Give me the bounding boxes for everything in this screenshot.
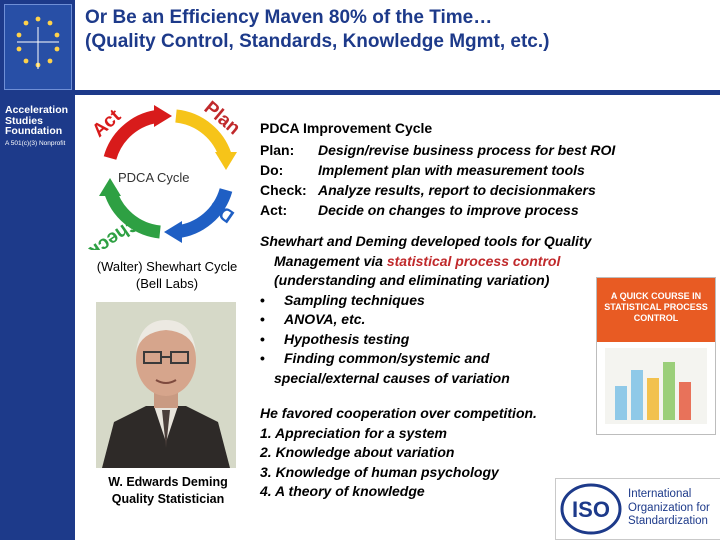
quality-tools-list: • Sampling techniques • ANOVA, etc. • Hypot… xyxy=(260,291,660,369)
pdca-improvement-title: PDCA Improvement Cycle xyxy=(260,120,433,136)
quality-tools-line-1: Shewhart and Deming developed tools for … xyxy=(260,233,592,249)
iso-logo: ISO International Organization for Stand… xyxy=(555,478,720,540)
book-chart-area xyxy=(597,342,715,434)
act-arc xyxy=(103,109,161,161)
do-arrowhead xyxy=(164,221,182,243)
list-item: 3. Knowledge of human psychology xyxy=(260,463,499,480)
pdca-step-check: Check: Analyze results, report to decisio… xyxy=(260,182,596,198)
check-arc xyxy=(103,187,161,239)
pdca-step-do: Do: Implement plan with measurement tools xyxy=(260,162,585,178)
check-arrowhead xyxy=(99,178,121,196)
iso-name-line-3: Standardization xyxy=(628,515,708,527)
deming-caption-line-2: Quality Statistician xyxy=(111,492,225,506)
title-line-2: (Quality Control, Standards, Knowledge M… xyxy=(85,31,550,52)
do-arc xyxy=(175,187,233,239)
iso-mark: ISO xyxy=(572,497,610,522)
book-title: A QUICK COURSE IN STATISTICAL PROCESS CO… xyxy=(604,291,708,323)
list-item: • Sampling techniques xyxy=(260,291,425,308)
sidebar: Acceleration Studies Foundation A 501(c)… xyxy=(0,0,75,540)
pdca-step-act: Act: Decide on changes to improve process xyxy=(260,202,579,218)
list-item: • Finding common/systemic and xyxy=(260,350,490,366)
shewhart-caption-line-1: (Walter) Shewhart Cycle xyxy=(96,259,238,274)
shewhart-caption: (Walter) Shewhart Cycle (Bell Labs) xyxy=(82,258,252,292)
page-title: Or Be an Efficiency Maven 80% of the Tim… xyxy=(85,6,715,54)
list-item: 4. A theory of knowledge xyxy=(260,483,425,499)
quality-tools-line-2: Management via statistical process contr… xyxy=(274,252,561,269)
book-cover-band xyxy=(597,278,715,342)
list-item: He favored cooperation over competition. xyxy=(260,405,537,421)
title-divider xyxy=(75,90,720,95)
list-item: • ANOVA, etc. xyxy=(260,311,366,327)
spc-book-cover: A QUICK COURSE IN STATISTICAL PROCESS CO… xyxy=(596,277,716,435)
plan-arrowhead xyxy=(215,152,237,170)
organization-name: Acceleration Studies Foundation xyxy=(5,104,69,137)
pdca-steps: Plan: Design/revise business process for … xyxy=(260,140,615,220)
iso-name-line-2: Organization for xyxy=(628,501,710,514)
list-item: 2. Knowledge about variation xyxy=(260,444,455,460)
deming-caption: W. Edwards Deming Quality Statistician xyxy=(88,474,248,508)
iso-name: International Organization for Standardi… xyxy=(628,488,720,529)
iso-name-line-1: International xyxy=(628,488,692,500)
title-line-1: Or Be an Efficiency Maven 80% of the Tim… xyxy=(85,7,493,28)
pdca-step-plan: Plan: Design/revise business process for … xyxy=(260,142,616,158)
deming-photo xyxy=(96,302,236,468)
statistical-process-control-text: statistical process control xyxy=(386,252,561,269)
list-item: 1. Appreciation for a system xyxy=(260,424,447,441)
cooperation-list: He favored cooperation over competition.… xyxy=(260,404,537,502)
organization-subtitle: A 501(c)(3) Nonprofit xyxy=(5,140,66,147)
check-label: Check xyxy=(88,212,144,250)
foundation-logo xyxy=(4,4,72,90)
quality-tools-line-3: (understanding and eliminating variation… xyxy=(274,272,550,288)
plan-arc xyxy=(175,109,233,161)
pdca-cycle-diagram: Act Plan Do Check xyxy=(85,97,248,262)
pdca-center-label: PDCA Cycle xyxy=(118,170,190,185)
quality-tools-paragraph: Shewhart and Deming developed tools for … xyxy=(260,232,660,388)
list-item: • Hypothesis testing xyxy=(260,330,410,347)
deming-caption-line-1: W. Edwards Deming xyxy=(108,475,228,489)
shewhart-caption-line-2: (Bell Labs) xyxy=(135,276,199,291)
act-arrowhead xyxy=(154,105,172,127)
quality-tools-continuation: special/external causes of variation xyxy=(274,369,510,386)
